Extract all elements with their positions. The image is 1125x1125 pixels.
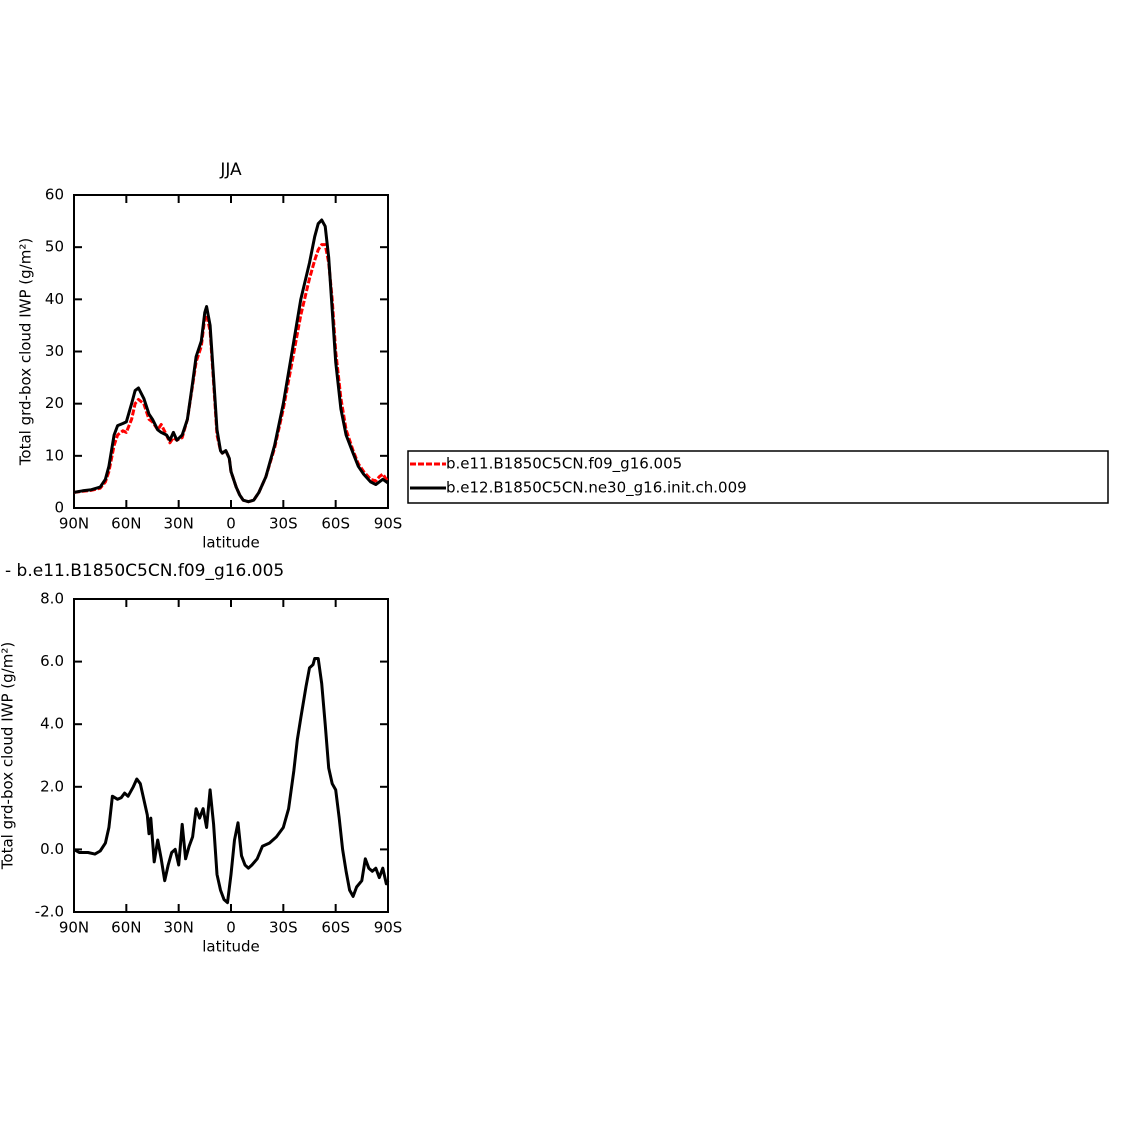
x-tick-label: 60N xyxy=(111,515,141,533)
x-tick-label: 90N xyxy=(59,515,89,533)
y-tick-label: 40 xyxy=(45,290,64,308)
x-tick-label: 30S xyxy=(269,515,298,533)
x-tick-label: 30N xyxy=(164,919,194,937)
y-tick-label: 30 xyxy=(45,342,64,360)
legend-label: b.e11.B1850C5CN.f09_g16.005 xyxy=(446,455,682,474)
x-tick-label: 0 xyxy=(226,515,236,533)
y-axis-label: Total grd-box cloud IWP (g/m²) xyxy=(0,642,17,870)
chart-title: - b.e11.B1850C5CN.f09_g16.005 xyxy=(5,561,284,581)
y-tick-label: 6.0 xyxy=(40,652,64,670)
x-tick-label: 90S xyxy=(374,515,403,533)
chart-title: JJA xyxy=(219,160,242,180)
x-tick-label: 30N xyxy=(164,515,194,533)
x-tick-label: 60S xyxy=(321,515,350,533)
x-tick-label: 90S xyxy=(374,919,403,937)
y-tick-label: 50 xyxy=(45,238,64,256)
line-series xyxy=(73,218,389,504)
y-tick-label: 20 xyxy=(45,394,64,412)
y-axis-label: Total grd-box cloud IWP (g/m²) xyxy=(17,238,35,466)
y-tick-label: 60 xyxy=(45,186,64,204)
y-tick-label: 0 xyxy=(54,499,64,517)
x-axis-label: latitude xyxy=(202,534,260,552)
x-axis-label: latitude xyxy=(202,938,260,956)
x-tick-label: 90N xyxy=(59,919,89,937)
x-tick-label: 0 xyxy=(226,919,236,937)
x-tick-label: 60N xyxy=(111,919,141,937)
y-tick-label: 2.0 xyxy=(40,777,64,795)
legend-box xyxy=(407,450,1109,504)
y-tick-label: 0.0 xyxy=(40,840,64,858)
y-tick-label: 8.0 xyxy=(40,590,64,608)
y-tick-label: 4.0 xyxy=(40,715,64,733)
legend-label: b.e12.B1850C5CN.ne30_g16.init.ch.009 xyxy=(446,479,747,498)
y-tick-label: -2.0 xyxy=(35,903,64,921)
x-tick-label: 30S xyxy=(269,919,298,937)
y-tick-label: 10 xyxy=(45,446,64,464)
line-series xyxy=(73,657,390,905)
x-tick-label: 60S xyxy=(321,919,350,937)
